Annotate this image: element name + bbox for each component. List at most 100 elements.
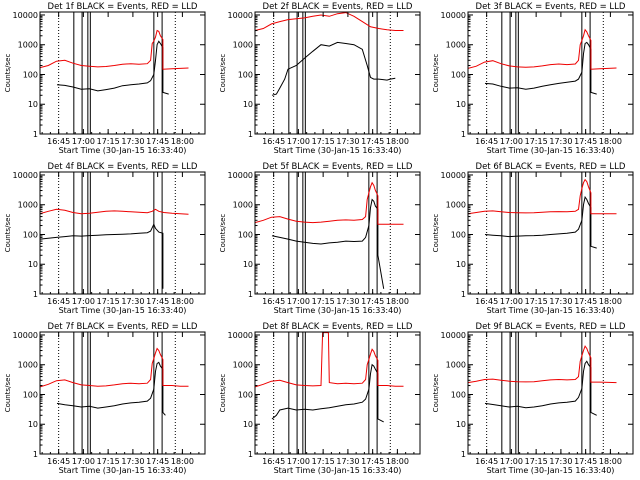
y-tick-label: 10	[243, 100, 253, 109]
x-tick-label: 17:30	[121, 457, 144, 466]
panel-title: Det 7f BLACK = Events, RED = LLD	[48, 322, 198, 332]
plot-frame	[467, 11, 634, 135]
panel-title: Det 6f BLACK = Events, RED = LLD	[476, 162, 626, 172]
y-tick-label: 1000	[446, 41, 466, 50]
x-tick-label: 17:45	[146, 137, 169, 146]
plot-frame	[39, 171, 206, 295]
x-tick-label: 16:45	[47, 297, 70, 306]
lld-series-line	[40, 208, 189, 215]
x-tick-label: 17:45	[146, 297, 169, 306]
y-tick-label: 10	[456, 260, 466, 269]
events-series-line	[56, 361, 166, 416]
x-tick-label: 17:00	[72, 297, 95, 306]
lld-series-line	[468, 178, 617, 215]
panel-title: Det 4f BLACK = Events, RED = LLD	[48, 162, 198, 172]
x-tick-label: 17:30	[549, 137, 572, 146]
lld-series-line	[255, 12, 404, 31]
y-tick-label: 10	[243, 260, 253, 269]
y-axis-label: Counts/sec	[4, 54, 12, 93]
x-tick-label: 16:45	[475, 457, 498, 466]
lld-series-line	[468, 345, 617, 384]
x-tick-label: 17:00	[287, 297, 310, 306]
panel-9: 16:45 17:00 17:15 17:30 17:45 18:00 1 10 100 1000…	[432, 322, 634, 475]
x-tick-label: 17:15	[525, 297, 548, 306]
x-tick-label: 17:45	[574, 137, 597, 146]
events-series-line	[271, 41, 396, 96]
x-tick-label: 17:30	[336, 457, 359, 466]
y-tick-label: 1	[33, 450, 38, 459]
y-tick-label: 10000	[13, 171, 38, 180]
events-series-line	[40, 223, 164, 289]
y-tick-label: 1000	[446, 201, 466, 210]
y-tick-label: 10000	[228, 11, 253, 20]
x-tick-label: 17:30	[336, 137, 359, 146]
events-series-line	[56, 40, 169, 95]
x-tick-label: 17:00	[72, 457, 95, 466]
x-tick-label: 18:00	[386, 297, 409, 306]
events-series-line	[271, 198, 385, 289]
plot-frame	[254, 331, 421, 455]
x-tick-label: 17:15	[97, 457, 120, 466]
events-series-line	[484, 360, 597, 416]
x-tick-label: 17:00	[500, 457, 523, 466]
x-tick-label: 17:30	[121, 297, 144, 306]
y-tick-label: 100	[451, 230, 466, 239]
y-tick-label: 10	[28, 420, 38, 429]
lld-series-line	[468, 28, 617, 70]
y-axis-label: Counts/sec	[219, 54, 227, 93]
y-tick-label: 10	[28, 100, 38, 109]
x-axis-label: Start Time (30-Jan-15 16:33:40)	[487, 146, 615, 155]
x-axis-label: Start Time (30-Jan-15 16:33:40)	[59, 306, 187, 315]
lld-series-line	[40, 347, 189, 388]
x-tick-label: 17:30	[121, 137, 144, 146]
y-tick-label: 100	[23, 70, 38, 79]
y-axis-label: Counts/sec	[432, 374, 440, 413]
y-tick-label: 10	[28, 260, 38, 269]
panel-7: 16:45 17:00 17:15 17:30 17:45 18:00 1 10 100 1000…	[4, 322, 206, 475]
plot-frame	[467, 331, 634, 455]
panel-3: 16:45 17:00 17:15 17:30 17:45 18:00 1 10 100 1000…	[432, 2, 634, 155]
panel-2: 16:45 17:00 17:15 17:30 17:45 18:00 1 10 100 1000…	[219, 2, 421, 155]
y-tick-label: 1000	[18, 201, 38, 210]
x-tick-label: 18:00	[171, 137, 194, 146]
y-tick-label: 10000	[441, 171, 466, 180]
x-tick-label: 18:00	[171, 297, 194, 306]
x-tick-label: 17:15	[97, 297, 120, 306]
panel-title: Det 3f BLACK = Events, RED = LLD	[476, 2, 626, 12]
y-tick-label: 100	[238, 390, 253, 399]
y-tick-label: 100	[451, 70, 466, 79]
y-tick-label: 1	[33, 290, 38, 299]
x-tick-label: 17:45	[574, 297, 597, 306]
x-tick-label: 17:45	[361, 297, 384, 306]
y-tick-label: 1000	[446, 361, 466, 370]
y-axis-label: Counts/sec	[4, 374, 12, 413]
y-tick-label: 1000	[18, 361, 38, 370]
y-tick-label: 1	[248, 450, 253, 459]
x-tick-label: 17:15	[525, 137, 548, 146]
x-tick-label: 17:30	[336, 297, 359, 306]
y-tick-label: 1	[461, 450, 466, 459]
events-series-line	[484, 195, 597, 249]
events-series-line	[484, 41, 597, 95]
plot-frame	[254, 11, 421, 135]
x-tick-label: 16:45	[47, 457, 70, 466]
x-axis-label: Start Time (30-Jan-15 16:33:40)	[59, 466, 187, 475]
x-tick-label: 17:45	[574, 457, 597, 466]
panel-title: Det 2f BLACK = Events, RED = LLD	[263, 2, 413, 12]
panel-4: 16:45 17:00 17:15 17:30 17:45 18:00 1 10 100 1000…	[4, 162, 206, 315]
panel-title: Det 1f BLACK = Events, RED = LLD	[48, 2, 198, 12]
y-axis-label: Counts/sec	[432, 214, 440, 253]
x-axis-label: Start Time (30-Jan-15 16:33:40)	[487, 466, 615, 475]
x-tick-label: 17:15	[97, 137, 120, 146]
y-tick-label: 10000	[441, 331, 466, 340]
x-tick-label: 18:00	[386, 457, 409, 466]
x-tick-label: 18:00	[599, 137, 622, 146]
y-tick-label: 1	[461, 130, 466, 139]
x-tick-label: 18:00	[599, 297, 622, 306]
x-tick-label: 17:00	[287, 137, 310, 146]
x-axis-label: Start Time (30-Jan-15 16:33:40)	[274, 146, 402, 155]
y-tick-label: 1000	[18, 41, 38, 50]
x-axis-label: Start Time (30-Jan-15 16:33:40)	[274, 466, 402, 475]
x-tick-label: 17:15	[312, 137, 335, 146]
